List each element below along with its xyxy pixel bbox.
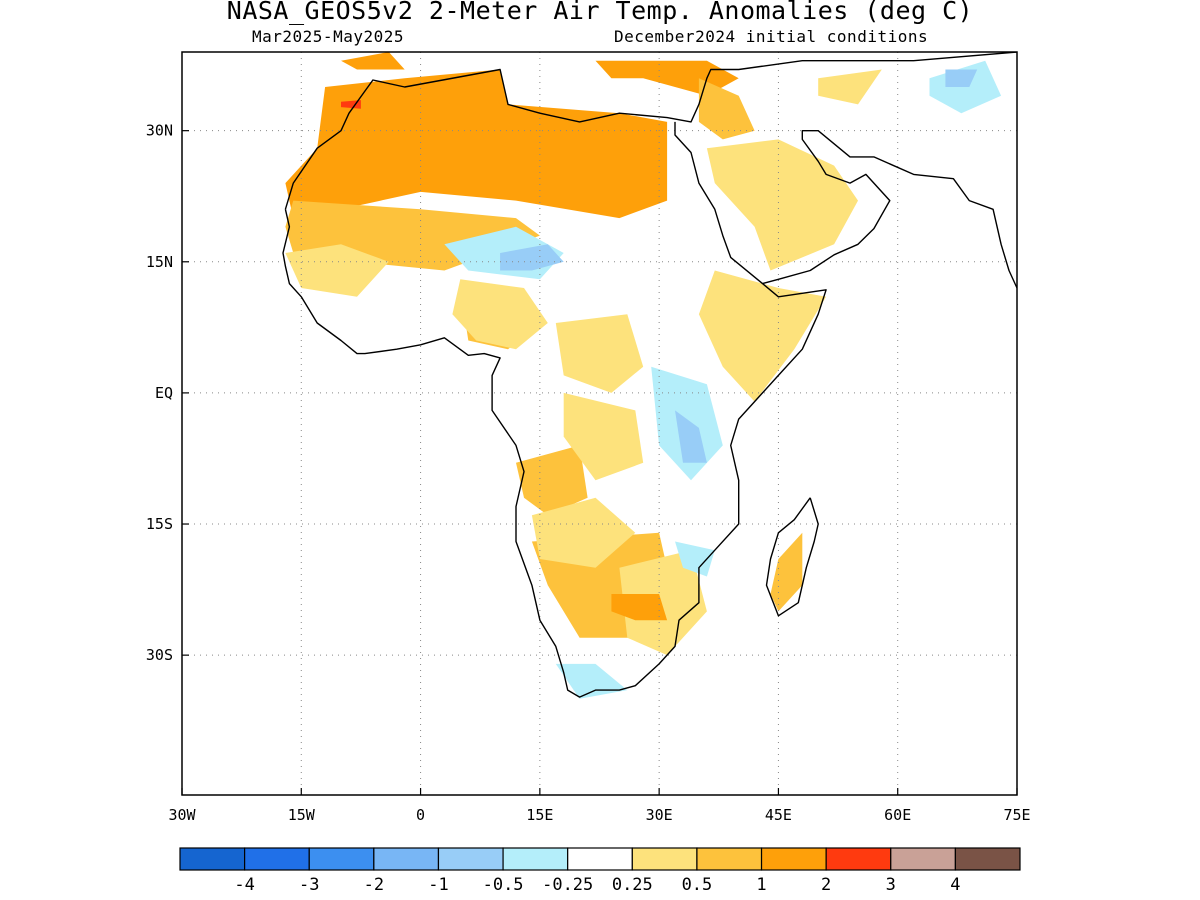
anomaly-region [285, 69, 668, 219]
x-tick-label: 15W [288, 806, 316, 824]
colorbar: -4 -3 -2 -1 -0.5 -0.25 0.25 0.5 1 2 3 4 [179, 847, 1021, 895]
coastline-coast2 [282, 121, 827, 698]
colorbar-segment [825, 847, 892, 871]
colorbar-label: 1 [756, 875, 766, 895]
anomaly-region [531, 497, 636, 568]
colorbar-segment [631, 847, 698, 871]
colorbar-label: -2 [364, 875, 384, 895]
anomaly-region [555, 663, 628, 699]
colorbar-segment [890, 847, 956, 871]
y-tick-label: EQ [155, 384, 173, 402]
anomaly-region [698, 270, 827, 402]
colorbar-segment [244, 847, 310, 871]
colorbar-label: -3 [299, 875, 319, 895]
colorbar-label: 0.5 [682, 875, 713, 895]
map-title: NASA_GEOS5v2 2-Meter Air Temp. Anomalies… [226, 0, 974, 25]
colorbar-label: -4 [234, 875, 254, 895]
anomaly-region [341, 100, 361, 109]
anomaly-region [563, 392, 644, 481]
coastline-arabia [762, 129, 1017, 289]
anomaly-region [770, 532, 803, 612]
colorbar-segment [954, 847, 1021, 871]
anomaly-region [818, 69, 882, 105]
colorbar-segment [760, 847, 827, 871]
colorbar-label: 0.25 [612, 875, 653, 895]
anomaly-region [285, 244, 389, 297]
anomaly-region [706, 139, 858, 271]
anomaly-region [555, 314, 644, 393]
x-tick-label: 60E [884, 806, 911, 824]
anomaly-region [675, 410, 707, 463]
x-tick-label: 75E [1003, 806, 1030, 824]
colorbar-segment [696, 847, 763, 871]
y-tick-label: 30S [146, 646, 173, 664]
y-tick-label: 15S [146, 515, 173, 533]
colorbar-segment [179, 847, 246, 871]
anomaly-region [698, 78, 755, 140]
x-tick-label: 0 [416, 806, 425, 824]
colorbar-label: -0.25 [542, 875, 593, 895]
colorbar-label: 2 [821, 875, 831, 895]
coastline-madagascar [765, 497, 819, 617]
colorbar-label: -0.5 [483, 875, 524, 895]
x-tick-label: 15E [526, 806, 553, 824]
map-frame [181, 51, 1018, 796]
x-tick-label: 45E [765, 806, 792, 824]
y-tick-label: 15N [146, 253, 173, 271]
colorbar-segment [308, 847, 375, 871]
x-tick-label: 30W [168, 806, 196, 824]
anomaly-region [945, 69, 978, 87]
colorbar-label: 3 [886, 875, 896, 895]
anomaly-region [619, 550, 707, 656]
coastline-coast [284, 52, 1017, 210]
anomaly-region [341, 52, 405, 70]
colorbar-segment [567, 847, 633, 871]
colorbar-label: 4 [950, 875, 960, 895]
x-tick-label: 30E [646, 806, 673, 824]
anomaly-region [500, 244, 564, 271]
colorbar-segment [373, 847, 440, 871]
colorbar-segment [437, 847, 504, 871]
anomaly-region [452, 279, 548, 350]
colorbar-segment [502, 847, 569, 871]
anomaly-region [675, 541, 715, 577]
colorbar-label: -1 [428, 875, 448, 895]
anomaly-region [611, 594, 668, 621]
coastlines [282, 52, 1017, 698]
initial-conditions: December2024 initial conditions [614, 27, 929, 46]
axis-ticks: 30W 15W 0 15E 30E 45E 60E 75E 30N 15N EQ 15S 30S [146, 122, 1031, 824]
anomaly-shading [285, 52, 1002, 699]
anomaly-region [516, 445, 588, 516]
y-tick-label: 30N [146, 122, 173, 140]
forecast-period: Mar2025-May2025 [252, 27, 404, 46]
